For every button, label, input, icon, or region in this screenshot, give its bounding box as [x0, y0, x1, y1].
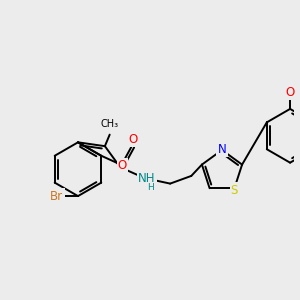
Text: Br: Br: [50, 190, 63, 202]
Text: NH: NH: [138, 172, 156, 185]
Text: N: N: [218, 142, 226, 155]
Text: O: O: [118, 159, 127, 172]
Text: H: H: [147, 183, 153, 192]
Text: CH₃: CH₃: [100, 119, 119, 129]
Text: O: O: [286, 86, 295, 99]
Text: S: S: [231, 184, 238, 196]
Text: O: O: [128, 133, 137, 146]
